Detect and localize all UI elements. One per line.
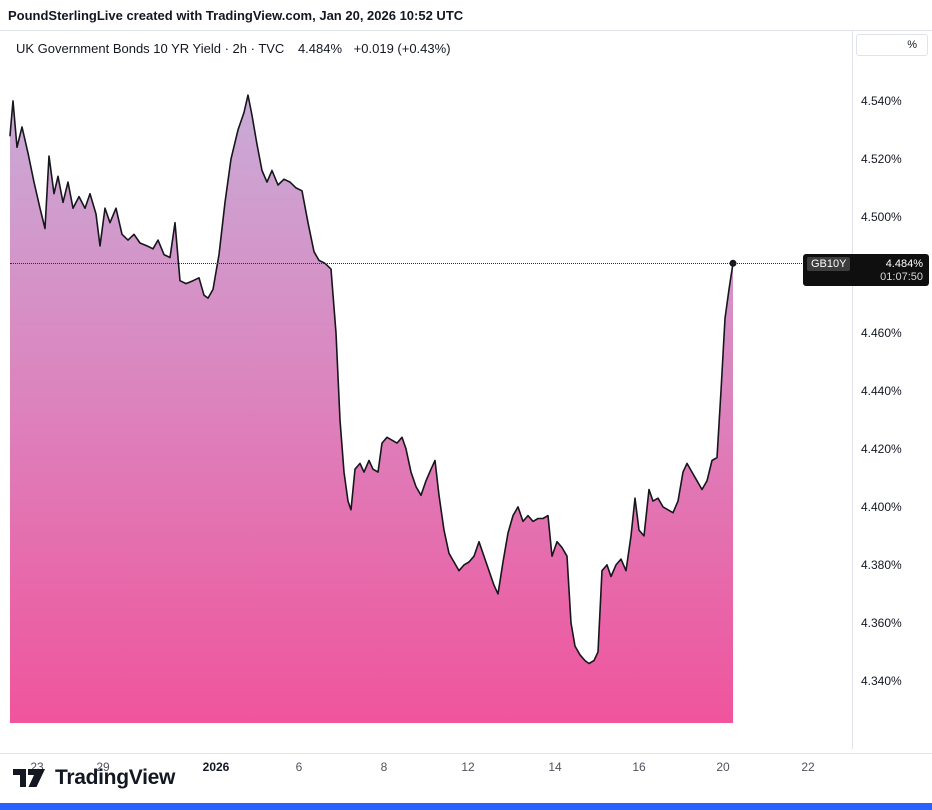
time-axis-label: 6 <box>295 760 303 774</box>
last-price-value: 4.484% <box>297 41 343 56</box>
footer: TradingView <box>0 752 932 803</box>
area-fill <box>10 95 733 723</box>
price-axis-label: 4.440% <box>861 384 902 398</box>
time-axis-label: 8 <box>380 760 388 774</box>
price-axis-label: 4.540% <box>861 94 902 108</box>
time-axis[interactable]: 23 29 2026 6 8 12 14 16 20 22 <box>0 753 932 780</box>
current-price-dotted-line <box>10 263 848 264</box>
price-axis-label: 4.340% <box>861 674 902 688</box>
price-axis-label: 4.460% <box>861 326 902 340</box>
price-axis-label: 4.520% <box>861 152 902 166</box>
tradingview-wordmark[interactable]: TradingView <box>55 765 176 789</box>
price-axis-label: 4.420% <box>861 442 902 456</box>
price-line-series <box>9 94 734 665</box>
bottom-accent-strip <box>0 803 932 810</box>
price-change: +0.019 (+0.43%) <box>353 41 451 56</box>
bar-countdown: 01:07:50 <box>880 271 923 283</box>
attribution-bar: PoundSterlingLive created with TradingVi… <box>0 0 932 30</box>
price-axis-label: 4.400% <box>861 500 902 514</box>
price-axis-label: 4.380% <box>861 558 902 572</box>
time-axis-label: 14 <box>548 760 562 774</box>
chart-frame: UK Government Bonds 10 YR Yield · 2h · T… <box>0 30 932 780</box>
attribution-text: PoundSterlingLive created with TradingVi… <box>8 7 464 23</box>
time-axis-label: 29 <box>96 760 110 774</box>
time-axis-label: 12 <box>461 760 475 774</box>
badge-price: 4.484% <box>885 257 923 270</box>
price-axis-label: 4.360% <box>861 616 902 630</box>
time-axis-label: 20 <box>716 760 730 774</box>
time-axis-label: 22 <box>801 760 815 774</box>
price-label-badge: GB10Y 4.484% 01:07:50 <box>803 254 929 286</box>
tradingview-logo-icon[interactable] <box>12 765 46 791</box>
time-axis-label: 2026 <box>202 760 230 774</box>
time-axis-label: 16 <box>632 760 646 774</box>
price-axis[interactable]: % 4.540% 4.520% 4.500% 4.460% 4.440% 4.420% 4.… <box>852 31 932 749</box>
chart-legend[interactable]: UK Government Bonds 10 YR Yield · 2h · T… <box>16 41 451 56</box>
price-axis-label: 4.500% <box>861 210 902 224</box>
chart-plot-area[interactable]: UK Government Bonds 10 YR Yield · 2h · T… <box>0 31 852 723</box>
price-axis-unit-button[interactable]: % <box>856 34 928 56</box>
symbol-title[interactable]: UK Government Bonds 10 YR Yield · 2h · T… <box>16 41 285 56</box>
yield-area-chart[interactable] <box>0 31 852 723</box>
symbol-chip: GB10Y <box>807 256 851 271</box>
